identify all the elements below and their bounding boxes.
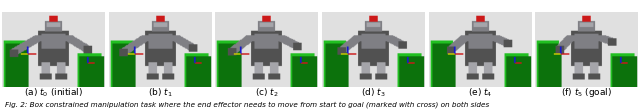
Text: (a) $t_0$ (initial): (a) $t_0$ (initial) (24, 87, 83, 99)
Text: (c) $t_2$: (c) $t_2$ (255, 87, 278, 99)
Text: (f) $t_5$ (goal): (f) $t_5$ (goal) (561, 86, 612, 99)
Text: (e) $t_4$: (e) $t_4$ (468, 87, 492, 99)
Text: Fig. 2: Box constrained manipulation task where the end effector needs to move f: Fig. 2: Box constrained manipulation tas… (5, 101, 490, 108)
Text: (d) $t_3$: (d) $t_3$ (361, 87, 386, 99)
Text: (b) $t_1$: (b) $t_1$ (148, 87, 172, 99)
